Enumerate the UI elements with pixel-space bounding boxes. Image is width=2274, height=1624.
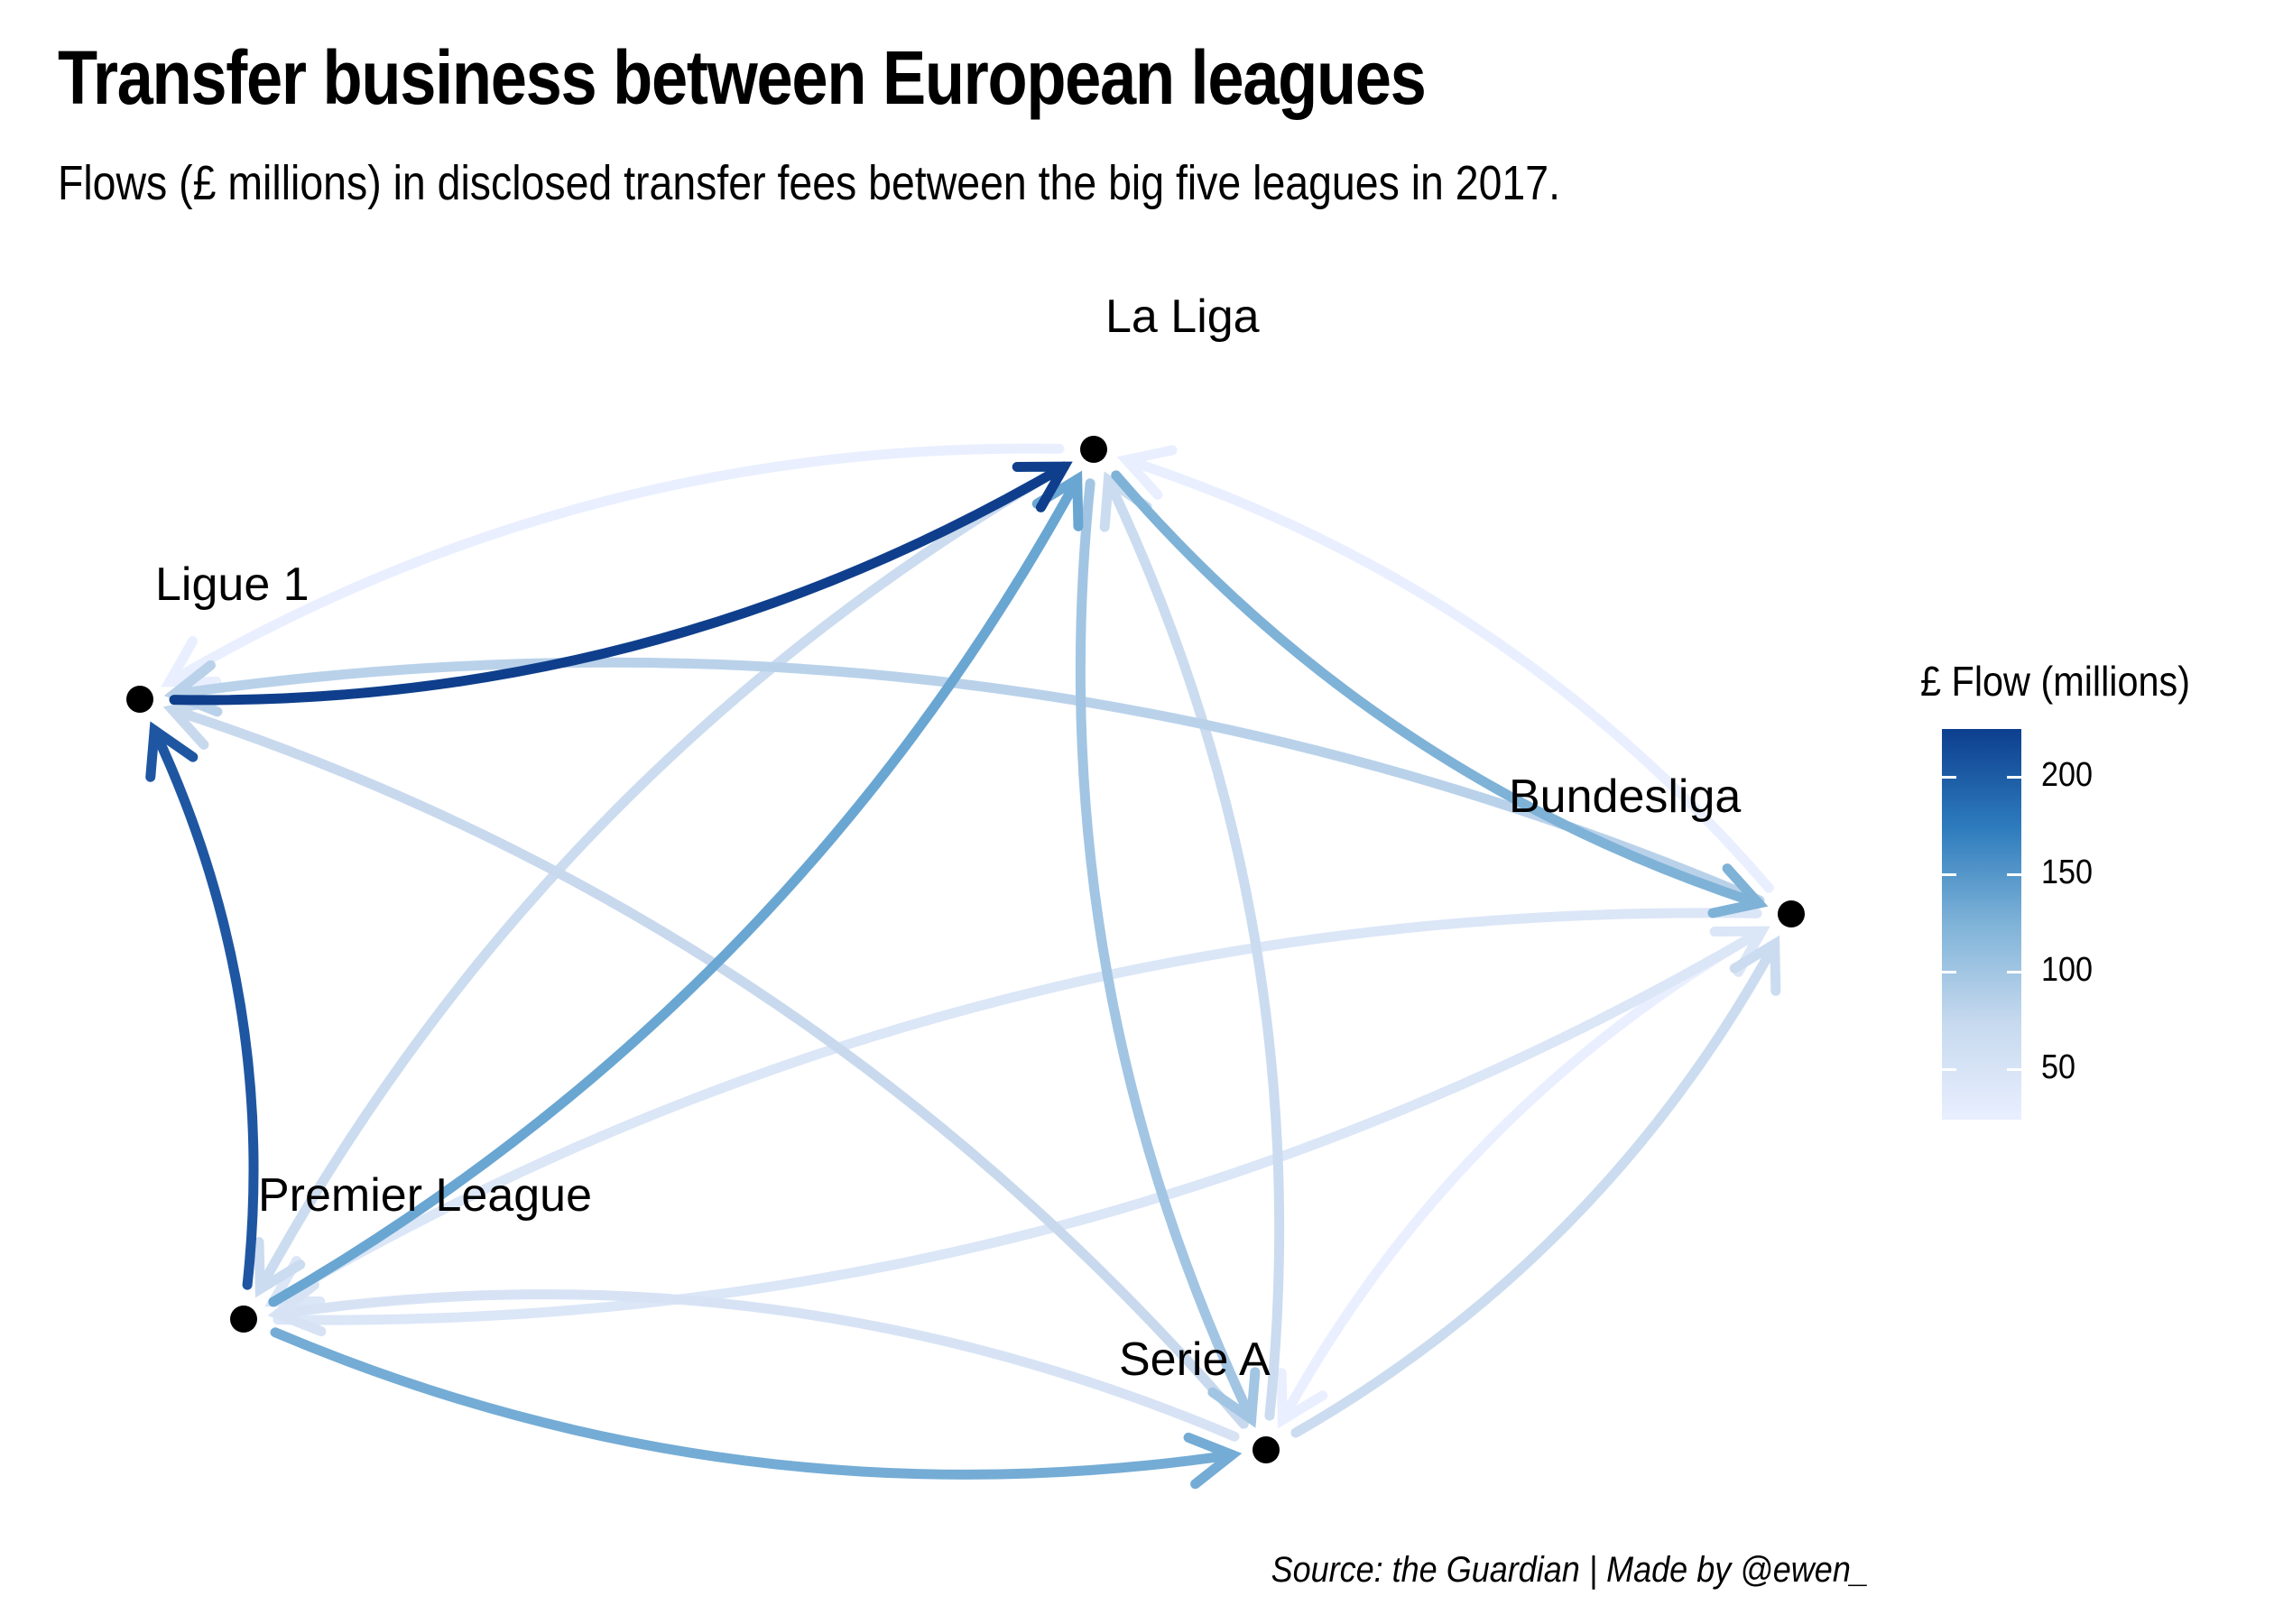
edge-arrowhead xyxy=(145,721,199,782)
node-label-ligue1: Ligue 1 xyxy=(155,558,310,611)
node-premier xyxy=(230,1306,257,1333)
edge-premier-to-seriea xyxy=(270,1327,1243,1490)
chart-subtitle: Flows (£ millions) in disclosed transfer… xyxy=(58,156,1560,210)
legend-colorbar xyxy=(1942,729,2021,1120)
legend-tick-150 xyxy=(1942,873,1956,876)
edge-ligue1-to-laliga xyxy=(169,461,1073,706)
edge-arrowhead xyxy=(1729,935,1781,996)
color-legend: £ Flow (millions) 200 150 100 50 xyxy=(1920,657,2220,1120)
chart-caption: Source: the Guardian | Made by @ewen_ xyxy=(1271,1550,1869,1590)
edge-arrowhead xyxy=(1207,1367,1261,1428)
edge-line xyxy=(1290,938,1780,1438)
edge-line xyxy=(1103,475,1285,1421)
chart-title: Transfer business between European leagu… xyxy=(58,35,1427,120)
edge-laliga-to-ligue1 xyxy=(161,443,1065,687)
edge-bundesliga-to-ligue1 xyxy=(163,657,1765,906)
edge-line xyxy=(164,443,1065,687)
legend-tick-100-r xyxy=(2007,971,2021,973)
edge-seriea-to-premier xyxy=(267,1279,1240,1442)
edge-line xyxy=(169,657,1765,906)
edge-bundesliga-to-seriea xyxy=(1276,926,1767,1429)
node-bundesliga xyxy=(1778,900,1805,927)
legend-tick-150-r xyxy=(2007,873,2021,876)
edge-arrowhead xyxy=(1116,445,1178,500)
edge-premier-to-ligue1 xyxy=(145,721,259,1290)
edge-line xyxy=(1277,926,1767,1426)
node-label-bundesliga: Bundesliga xyxy=(1509,770,1741,823)
edge-laliga-to-seriea xyxy=(1075,478,1261,1428)
edge-arrowhead xyxy=(1276,1368,1328,1429)
node-label-laliga: La Liga xyxy=(1105,291,1260,343)
legend-tick-50-r xyxy=(2007,1068,2021,1071)
edge-line xyxy=(1111,470,1764,909)
nodes-layer xyxy=(126,436,1805,1463)
legend-tick-label-200: 200 xyxy=(2041,756,2094,794)
edges-layer xyxy=(145,443,1781,1490)
legend-tick-label-50: 50 xyxy=(2041,1048,2076,1086)
legend-title: £ Flow (millions) xyxy=(1920,658,2191,705)
edge-arrowhead xyxy=(254,1237,306,1298)
legend-tick-label-150: 150 xyxy=(2041,854,2094,891)
node-laliga xyxy=(1080,436,1107,463)
edge-line xyxy=(273,926,1767,1325)
edge-premier-to-bundesliga xyxy=(273,926,1770,1325)
legend-tick-100 xyxy=(1942,971,1956,973)
legend-tick-50 xyxy=(1942,1068,1956,1071)
edge-arrowhead xyxy=(163,660,223,717)
edge-laliga-to-premier xyxy=(254,461,1069,1298)
edge-arrowhead xyxy=(1183,1432,1243,1490)
legend-tick-200-r xyxy=(2007,776,2021,779)
edge-line xyxy=(268,474,1083,1307)
edge-bundesliga-to-premier xyxy=(264,908,1762,1307)
legend-tick-200 xyxy=(1942,776,1956,779)
edge-line xyxy=(169,461,1069,706)
edge-arrowhead xyxy=(1012,461,1073,512)
edge-line xyxy=(268,908,1762,1307)
edge-line xyxy=(149,724,259,1290)
edge-line xyxy=(167,705,1249,1429)
node-label-seriea: Serie A xyxy=(1119,1333,1271,1386)
legend-tick-label-100: 100 xyxy=(2041,951,2094,989)
edge-arrowhead xyxy=(1707,863,1769,918)
node-label-premier: Premier League xyxy=(258,1169,592,1222)
edge-arrowhead xyxy=(161,636,222,687)
edge-line xyxy=(1121,455,1774,893)
node-seriea xyxy=(1253,1436,1280,1463)
edge-seriea-to-bundesliga xyxy=(1290,935,1781,1438)
edge-laliga-to-bundesliga xyxy=(1111,470,1769,918)
edge-line xyxy=(270,1327,1237,1480)
labels-layer: La Liga Ligue 1 Bundesliga Premier Leagu… xyxy=(155,291,1741,1386)
edge-line xyxy=(254,461,1069,1295)
edge-line xyxy=(273,1289,1240,1442)
edge-arrowhead xyxy=(267,1279,327,1337)
edge-bundesliga-to-laliga xyxy=(1116,445,1774,893)
edge-line xyxy=(1075,478,1257,1425)
node-ligue1 xyxy=(126,686,153,713)
